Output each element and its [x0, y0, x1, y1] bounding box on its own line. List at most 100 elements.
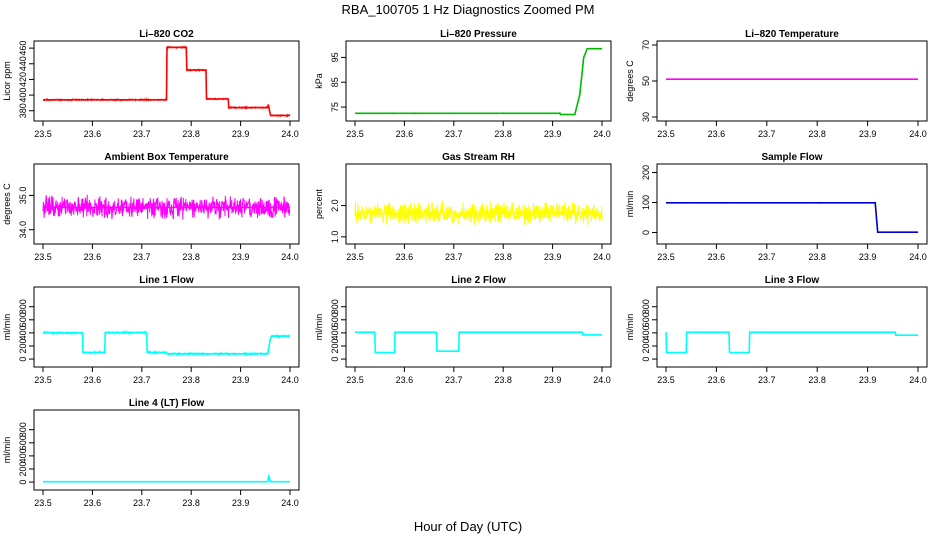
panel-8: Line 2 Flow 23.5 23.6 23.7 23.8 23.9 24.0 0 2004…	[314, 275, 612, 385]
x-tick-label: 23.7	[445, 375, 463, 385]
x-tick-label: 23.7	[133, 498, 151, 508]
x-tick-label: 23.8	[182, 375, 200, 385]
x-tick-label: 23.9	[544, 129, 562, 139]
y-tick-label: 0	[18, 480, 28, 485]
plot-frame	[656, 40, 928, 122]
panel-title: Line 1 Flow	[139, 275, 194, 286]
x-tick-label: 23.8	[182, 129, 200, 139]
x-tick-label: 23.5	[346, 129, 364, 139]
x-tick-label: 23.6	[84, 498, 102, 508]
plot-frame	[656, 286, 928, 368]
y-axis-label: degrees C	[625, 60, 635, 102]
panel-2: Li–820 Pressure 23.5 23.6 23.7 23.8 23.9 24.0 7…	[314, 29, 612, 139]
plot-frame	[345, 163, 612, 245]
y-tick-label: 0	[641, 357, 651, 362]
y-tick-label: 0	[641, 230, 651, 235]
y-tick-label: 34.0	[18, 221, 28, 239]
x-tick-label: 23.8	[494, 252, 512, 262]
x-tick-label: 23.9	[232, 498, 250, 508]
panel-10: Line 4 (LT) Flow 23.5 23.6 23.7 23.8 23.9 24.0…	[2, 398, 300, 508]
x-tick-label: 23.8	[182, 498, 200, 508]
x-tick-label: 23.8	[808, 375, 826, 385]
y-axis-label: kPa	[314, 73, 324, 89]
x-tick-label: 23.6	[84, 129, 102, 139]
panel-9: Line 3 Flow 23.5 23.6 23.7 23.8 23.9 24.0 0 2004…	[625, 275, 928, 385]
plot-frame	[345, 286, 612, 368]
series-line	[355, 331, 602, 354]
x-tick-label: 24.0	[281, 129, 299, 139]
series-noise-trace	[42, 473, 291, 483]
y-tick-label: 800	[18, 299, 28, 314]
y-tick-label: 420	[18, 72, 28, 87]
x-tick-label: 23.9	[232, 252, 250, 262]
x-tick-label: 23.9	[859, 129, 877, 139]
panel-title: Ambient Box Temperature	[104, 152, 229, 163]
y-tick-label: 460	[18, 41, 28, 56]
x-tick-label: 23.7	[445, 129, 463, 139]
y-tick-label: 95	[330, 52, 340, 62]
x-tick-label: 23.6	[84, 375, 102, 385]
plot-frame	[33, 409, 300, 491]
x-tick-label: 23.9	[859, 252, 877, 262]
x-tick-label: 24.0	[909, 129, 927, 139]
y-axis-label: ml/min	[314, 314, 324, 341]
y-tick-label: 600	[18, 435, 28, 450]
panel-3: Li–820 Temperature 23.5 23.6 23.7 23.8 23.9 24…	[625, 29, 928, 139]
y-tick-label: 200	[18, 338, 28, 353]
x-tick-label: 23.7	[445, 252, 463, 262]
plot-frame	[33, 40, 300, 122]
y-tick-label: 2.0	[330, 199, 340, 212]
x-tick-label: 23.5	[34, 498, 52, 508]
x-tick-label: 23.9	[544, 375, 562, 385]
y-tick-label: 70	[641, 40, 651, 50]
series-noise-trace	[42, 45, 291, 118]
y-tick-label: 600	[330, 312, 340, 327]
x-tick-label: 24.0	[593, 375, 611, 385]
x-tick-label: 23.6	[396, 252, 414, 262]
series-noise-trace	[354, 330, 603, 354]
x-tick-label: 24.0	[909, 252, 927, 262]
panel-1: Li–820 CO2 23.5 23.6 23.7 23.8 23.9 24.0 380400…	[2, 29, 300, 139]
y-tick-label: 35.0	[18, 187, 28, 205]
x-tick-label: 24.0	[281, 375, 299, 385]
panel-title: Line 3 Flow	[765, 275, 820, 286]
x-tick-label: 23.7	[133, 252, 151, 262]
x-tick-label: 23.6	[708, 252, 726, 262]
y-axis-label: percent	[314, 188, 324, 219]
x-tick-label: 23.5	[657, 129, 675, 139]
panel-title: Line 4 (LT) Flow	[129, 398, 205, 409]
x-tick-label: 23.5	[34, 375, 52, 385]
y-tick-label: 0	[330, 357, 340, 362]
x-tick-label: 23.7	[133, 375, 151, 385]
x-tick-label: 24.0	[593, 129, 611, 139]
y-axis-label: degrees C	[2, 183, 12, 225]
y-tick-label: 800	[330, 299, 340, 314]
y-tick-label: 400	[18, 325, 28, 340]
panel-6: Sample Flow 23.5 23.6 23.7 23.8 23.9 24.0 0 100 2…	[625, 152, 928, 262]
y-tick-label: 200	[330, 338, 340, 353]
series-line	[665, 331, 918, 354]
y-axis-label: ml/min	[625, 191, 635, 218]
y-tick-label: 100	[641, 195, 651, 210]
plot-frame	[33, 286, 300, 368]
x-tick-label: 23.5	[657, 375, 675, 385]
panel-title: Li–820 Temperature	[745, 29, 839, 40]
series-line	[355, 47, 602, 116]
panel-title: Sample Flow	[761, 152, 822, 163]
x-tick-label: 23.7	[758, 129, 776, 139]
y-axis-label: ml/min	[2, 437, 12, 464]
y-tick-label: 380	[18, 103, 28, 118]
x-tick-label: 23.6	[708, 129, 726, 139]
panel-4: Ambient Box Temperature 23.5 23.6 23.7 23.8 2…	[2, 152, 300, 262]
x-tick-label: 23.5	[346, 375, 364, 385]
panel-title: Li–820 Pressure	[440, 29, 517, 40]
x-tick-label: 23.6	[708, 375, 726, 385]
x-tick-label: 23.6	[84, 252, 102, 262]
x-tick-label: 24.0	[909, 375, 927, 385]
plot-frame	[656, 163, 928, 245]
x-tick-label: 23.6	[396, 375, 414, 385]
x-tick-label: 23.8	[494, 375, 512, 385]
x-tick-label: 23.8	[808, 129, 826, 139]
